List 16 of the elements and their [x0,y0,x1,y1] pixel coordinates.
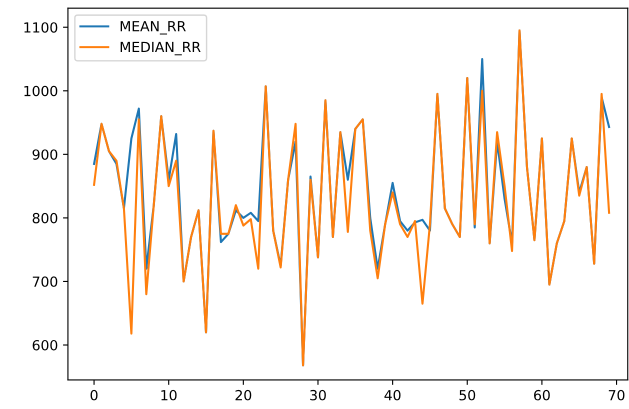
legend-label: MEDIAN_RR [120,42,201,56]
x-tick-label: 50 [460,390,476,400]
y-tick-label: 700 [32,276,58,287]
y-tick-label: 900 [32,149,58,160]
y-tick-label: 1100 [24,22,58,33]
x-tick-label: 60 [534,390,550,400]
x-tick-label: 70 [608,390,624,400]
x-tick-label: 40 [384,390,401,400]
y-tick-label: 800 [32,212,58,224]
x-tick-label: 10 [161,390,177,400]
x-tick-label: 0 [90,390,98,400]
x-tick-label: 20 [236,390,252,400]
y-tick-label: 600 [32,340,58,350]
x-tick-label: 30 [310,390,326,400]
legend-label: MEAN_RR [120,21,186,35]
y-tick-label: 1000 [24,86,58,96]
